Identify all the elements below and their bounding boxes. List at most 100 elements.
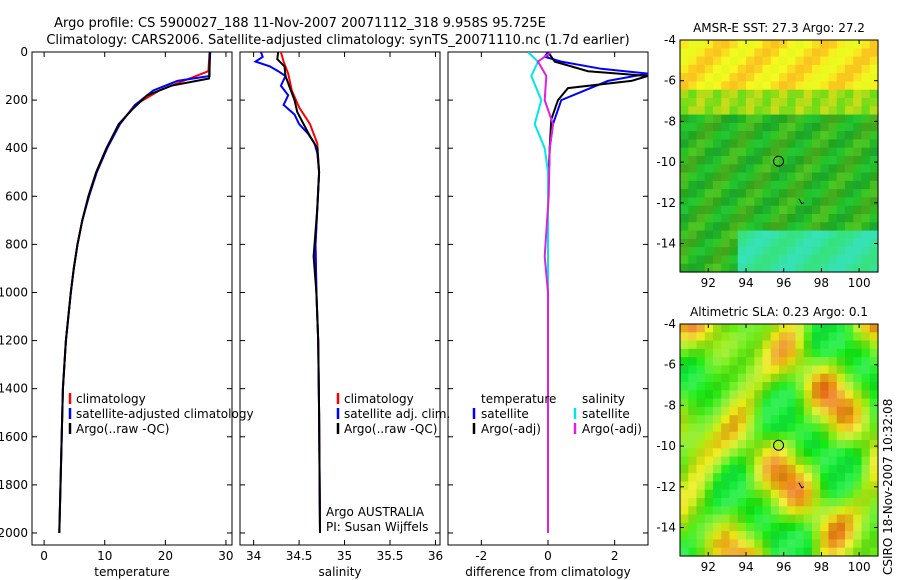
map-cell: [688, 481, 698, 491]
map-cell: [721, 164, 731, 174]
map-cell: [861, 255, 871, 265]
map-cell: [787, 81, 797, 91]
map-cell: [770, 263, 780, 273]
map-cell: [861, 106, 871, 116]
map-cell: [845, 348, 854, 358]
map-y-tick-label: -14: [656, 521, 676, 535]
map-cell: [779, 238, 788, 248]
map-cell: [746, 89, 755, 99]
map-cell: [845, 114, 854, 124]
map-cell: [795, 40, 805, 49]
map-cell: [795, 255, 805, 265]
map-cell: [787, 64, 797, 74]
map-cell: [680, 172, 689, 182]
x-tick-label: 0: [544, 549, 552, 563]
map-cell: [828, 222, 838, 232]
map-cell: [762, 98, 772, 107]
map-cell: [820, 448, 830, 458]
map-cell: [795, 489, 805, 499]
map-cell: [803, 189, 813, 199]
map-cell: [845, 164, 854, 174]
map-cell: [729, 357, 739, 367]
legend-title-salinity: salinity: [582, 392, 625, 406]
map-cell: [828, 147, 838, 157]
map-cell: [820, 98, 830, 107]
map-cell: [836, 64, 846, 74]
map-cell: [795, 539, 805, 549]
map-cell: [861, 156, 871, 165]
map-cell: [820, 180, 830, 190]
legend-label-temp-sat: satellite: [481, 407, 529, 421]
map-cell: [861, 180, 871, 190]
map-cell: [704, 172, 714, 182]
map-cell: [729, 89, 739, 99]
map-cell: [845, 238, 854, 248]
map-cell: [770, 56, 780, 66]
map-cell: [861, 365, 871, 375]
map-cell: [853, 506, 863, 516]
map-cell: [729, 189, 739, 199]
map-cell: [828, 172, 838, 182]
series-group: [253, 52, 321, 534]
map-cell: [795, 440, 805, 449]
map-cell: [754, 131, 764, 141]
map-cell: [787, 423, 797, 433]
map-cell: [737, 255, 747, 265]
map-cell: [779, 131, 788, 141]
map-x-tick-label: 96: [776, 560, 791, 574]
map-cell: [820, 81, 830, 91]
map-cell: [737, 263, 747, 273]
map-cell: [803, 390, 813, 400]
map-cell: [779, 531, 788, 541]
argo-location-marker: [773, 439, 785, 451]
map-cell: [721, 238, 731, 248]
map-cell: [861, 263, 871, 273]
map-cell: [746, 139, 755, 149]
map-cell: [762, 440, 772, 449]
map-cells: [680, 40, 879, 273]
map-cell: [762, 238, 772, 248]
map-cell: [795, 48, 805, 58]
map-cell: [762, 131, 772, 141]
map-cell: [737, 81, 747, 91]
map-cell: [828, 263, 838, 273]
map-cell: [845, 180, 854, 190]
map-cell: [746, 214, 755, 223]
map-cell: [812, 456, 821, 466]
map-cell: [754, 547, 764, 557]
map-cell: [828, 539, 838, 549]
map-cell: [721, 214, 731, 223]
map-cell: [795, 398, 805, 408]
series-line-argo: [276, 52, 321, 534]
map-cell: [787, 263, 797, 273]
map-cell: [869, 531, 879, 541]
map-cell: [853, 365, 863, 375]
map-cell: [861, 64, 871, 74]
map-cell: [746, 431, 755, 441]
x-tick-label: 0: [40, 549, 48, 563]
map-cell: [820, 481, 830, 491]
map-cell: [845, 340, 854, 350]
map-cell: [795, 247, 805, 257]
map-cell: [836, 98, 846, 107]
map-cell: [746, 531, 755, 541]
map-cell: [688, 214, 698, 223]
map-cell: [721, 48, 731, 58]
map-cell: [869, 340, 879, 350]
map-cell: [770, 164, 780, 174]
map-cell: [779, 456, 788, 466]
map-cell: [696, 139, 706, 149]
map-cell: [680, 456, 689, 466]
map-cell: [746, 98, 755, 107]
map-cell: [853, 539, 863, 549]
map-cell: [729, 332, 739, 342]
map-cell: [754, 340, 764, 350]
map-cell: [869, 73, 879, 83]
map-cell: [704, 456, 714, 466]
map-cell: [746, 197, 755, 207]
map-cell: [754, 255, 764, 265]
map-cell: [795, 197, 805, 207]
map-cell: [754, 357, 764, 367]
map-cell: [713, 48, 722, 58]
map-cell: [828, 348, 838, 358]
